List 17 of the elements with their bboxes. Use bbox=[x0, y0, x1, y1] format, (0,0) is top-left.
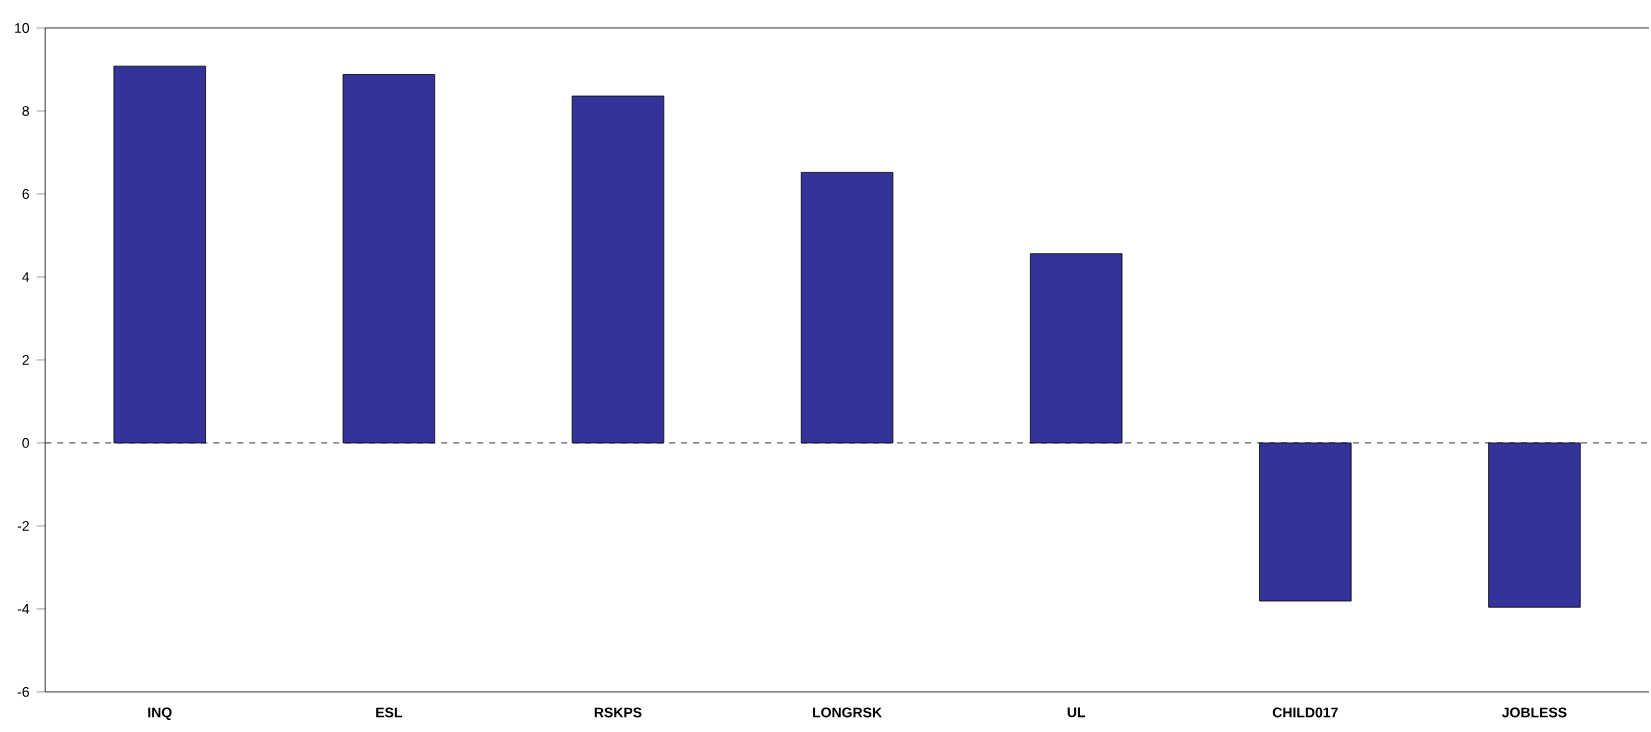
x-tick-label: JOBLESS bbox=[1501, 707, 1567, 718]
y-tick-label: -6 bbox=[17, 687, 29, 697]
y-tick-label: 0 bbox=[22, 438, 30, 448]
x-tick-label: CHILD017 bbox=[1272, 707, 1338, 718]
x-tick-label: ESL bbox=[376, 707, 403, 718]
y-tick-label: 6 bbox=[22, 189, 29, 199]
y-tick-label: 8 bbox=[22, 106, 29, 116]
y-tick-label: -2 bbox=[17, 521, 29, 531]
y-tick-label: -4 bbox=[17, 604, 30, 614]
x-tick-label: UL bbox=[1067, 707, 1086, 718]
y-tick-label: 2 bbox=[22, 355, 29, 365]
x-tick-label: INQ bbox=[148, 707, 172, 721]
x-tick-label: LONGRSK bbox=[813, 707, 882, 718]
y-tick-label: 4 bbox=[22, 272, 30, 282]
x-tick-label: RSKPS bbox=[594, 707, 642, 718]
bar bbox=[1259, 442, 1352, 602]
y-tick-label: 10 bbox=[15, 23, 30, 33]
